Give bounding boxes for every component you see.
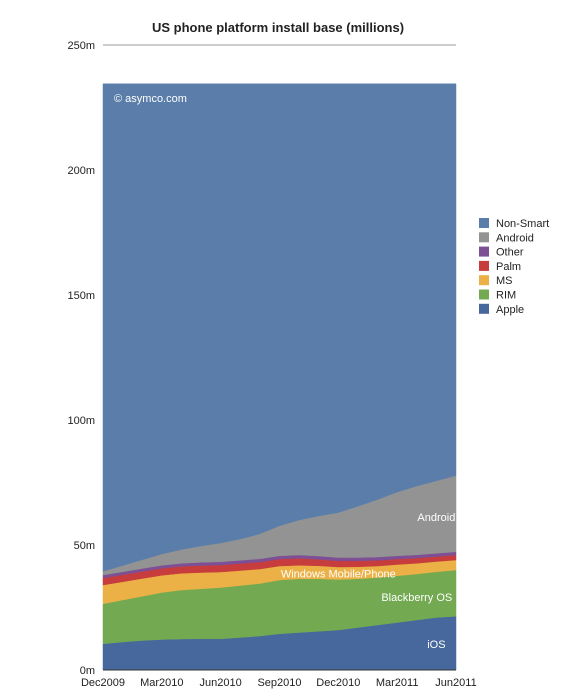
legend-swatch (479, 303, 489, 314)
area-label: Windows Mobile/Phone (281, 568, 396, 580)
chart-title: US phone platform install base (millions… (152, 20, 404, 35)
y-tick-label: 250m (67, 40, 95, 52)
x-tick-label: Sep2010 (257, 677, 301, 689)
y-tick-label: 0m (80, 665, 95, 677)
area-layers (102, 83, 457, 671)
legend-label: Apple (496, 304, 524, 316)
x-tick-label: Jun2011 (435, 677, 476, 689)
area-non-smart (102, 83, 457, 572)
legend-label: Other (496, 247, 524, 259)
y-tick-label: 50m (74, 540, 95, 552)
axes: 0m 50m 100m 150m 200m 250m Dec2009 Mar2010 Jun20… (67, 40, 476, 689)
legend: Non-Smart Android Other Palm MS RIM Apple (479, 218, 549, 316)
x-tick-label: Mar2011 (376, 677, 419, 689)
area-label: Blackberry OS (381, 592, 452, 604)
watermark-text: © asymco.com (114, 93, 187, 105)
x-tick-label: Jun2010 (200, 677, 242, 689)
legend-swatch (479, 232, 489, 243)
legend-swatch (479, 246, 489, 257)
legend-label: Android (496, 232, 534, 244)
y-tick-label: 100m (67, 415, 95, 427)
legend-label: Non-Smart (496, 218, 549, 230)
area-label: iOS (427, 639, 445, 651)
x-tick-label: Dec2009 (81, 677, 125, 689)
area-label: Android (417, 512, 455, 524)
x-tick-label: Mar2010 (140, 677, 183, 689)
x-tick-label: Dec2010 (316, 677, 360, 689)
legend-label: Palm (496, 261, 521, 273)
y-tick-label: 200m (67, 165, 95, 177)
legend-swatch (479, 275, 489, 286)
annotations: Android Windows Mobile/Phone Blackberry OS… (281, 512, 455, 651)
legend-swatch (479, 218, 489, 228)
legend-label: RIM (496, 290, 516, 302)
y-tick-label: 150m (67, 290, 95, 302)
legend-swatch (479, 260, 489, 271)
legend-label: MS (496, 275, 513, 287)
legend-swatch (479, 289, 489, 300)
